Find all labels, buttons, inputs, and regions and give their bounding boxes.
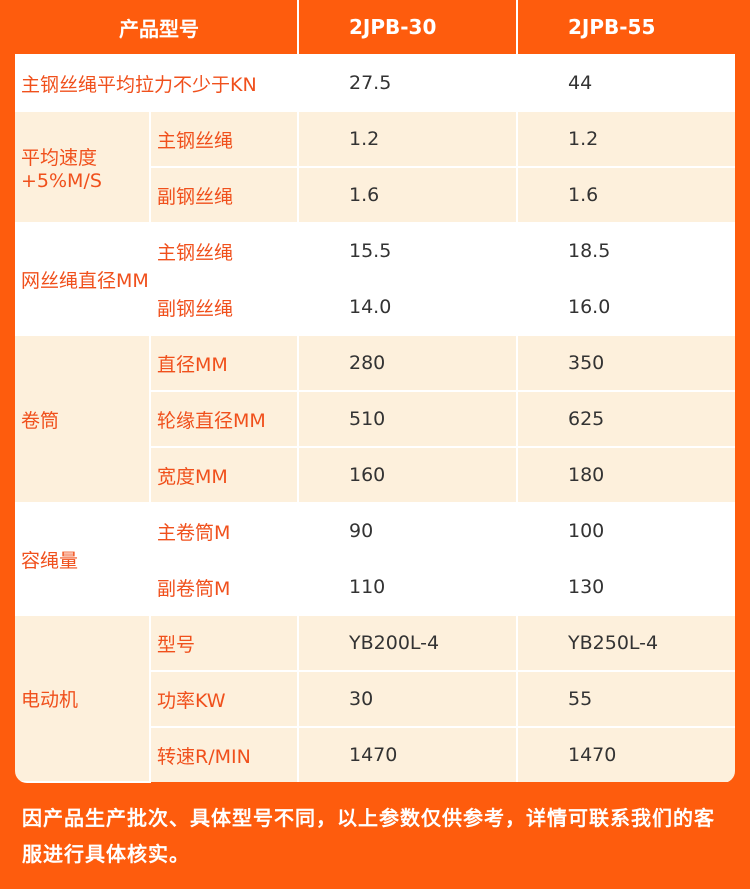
value-cell: 1.2 bbox=[297, 110, 518, 168]
row: 轮缘直径MM 510 625 bbox=[15, 390, 735, 448]
item-label: 副钢丝绳 bbox=[150, 166, 299, 224]
row: 网丝绳直径MM 主钢丝绳 15.5 18.5 bbox=[15, 222, 735, 336]
row-label: 主钢丝绳平均拉力不少于KN bbox=[15, 54, 299, 112]
value-cell: 100 bbox=[516, 502, 735, 560]
value-cell: 160 bbox=[297, 446, 518, 504]
header-row: 产品型号 2JPB-30 2JPB-55 bbox=[15, 0, 735, 56]
group-label: 网丝绳直径MM bbox=[15, 222, 151, 336]
group-label: 平均速度+5%M/S bbox=[15, 110, 151, 224]
value-cell: 30 bbox=[297, 670, 518, 728]
value-cell: 90 bbox=[297, 502, 518, 560]
value-cell: 1470 bbox=[516, 726, 735, 782]
item-label: 型号 bbox=[149, 614, 299, 672]
spec-table: 产品型号 2JPB-30 2JPB-55 主钢丝绳平均拉力不少于KN 27.5 44… bbox=[15, 0, 735, 783]
item-label: 副钢丝绳 bbox=[150, 278, 299, 336]
group-label: 容绳量 bbox=[15, 502, 151, 616]
value-cell: 350 bbox=[516, 334, 735, 392]
row: 转速R/MIN 1470 1470 bbox=[15, 726, 735, 782]
value-cell: 55 bbox=[516, 670, 735, 728]
row: 副钢丝绳 14.0 16.0 bbox=[15, 278, 735, 336]
group-label: 电动机 bbox=[15, 614, 151, 783]
value-cell: YB250L-4 bbox=[516, 614, 735, 672]
row: 平均速度+5%M/S 主钢丝绳 1.2 1.2 bbox=[15, 110, 735, 224]
value-cell: 44 bbox=[516, 54, 735, 112]
header-cell: 产品型号 bbox=[15, 0, 299, 56]
value-cell: 16.0 bbox=[516, 278, 735, 336]
row: 电动机 型号 YB200L-4 YB250L-4 bbox=[15, 614, 735, 783]
row: 副卷筒M 110 130 bbox=[15, 558, 735, 616]
row: 副钢丝绳 1.6 1.6 bbox=[15, 166, 735, 224]
item-label: 转速R/MIN bbox=[150, 726, 299, 782]
value-cell: 27.5 bbox=[297, 54, 518, 112]
value-cell: 280 bbox=[297, 334, 518, 392]
value-cell: 14.0 bbox=[297, 278, 518, 336]
value-cell: 15.5 bbox=[297, 222, 518, 280]
header-cell: 2JPB-30 bbox=[297, 0, 518, 56]
value-cell: 1.6 bbox=[516, 166, 735, 224]
row: 卷筒 直径MM 280 350 bbox=[15, 334, 735, 504]
row: 容绳量 主卷筒M 90 100 bbox=[15, 502, 735, 616]
value-cell: 625 bbox=[516, 390, 735, 448]
value-cell: 18.5 bbox=[516, 222, 735, 280]
footnote: 因产品生产批次、具体型号不同，以上参数仅供参考，详情可联系我们的客服进行具体核实… bbox=[22, 806, 715, 866]
value-cell: 510 bbox=[297, 390, 518, 448]
value-cell: 1.6 bbox=[297, 166, 518, 224]
item-label: 主钢丝绳 bbox=[149, 110, 299, 168]
item-label: 直径MM bbox=[149, 334, 299, 392]
item-label: 功率KW bbox=[150, 670, 299, 728]
value-cell: 1470 bbox=[297, 726, 518, 782]
item-label: 宽度MM bbox=[150, 446, 299, 504]
value-cell: 130 bbox=[516, 558, 735, 616]
row: 功率KW 30 55 bbox=[15, 670, 735, 728]
value-cell: 1.2 bbox=[516, 110, 735, 168]
item-label: 主钢丝绳 bbox=[149, 222, 299, 280]
header-cell: 2JPB-55 bbox=[516, 0, 735, 56]
spec-table-container: 产品型号 2JPB-30 2JPB-55 主钢丝绳平均拉力不少于KN 27.5 44… bbox=[15, 0, 735, 783]
row: 宽度MM 160 180 bbox=[15, 446, 735, 504]
group-label: 卷筒 bbox=[15, 334, 151, 504]
value-cell: 180 bbox=[516, 446, 735, 504]
row: 主钢丝绳平均拉力不少于KN 27.5 44 bbox=[15, 54, 735, 112]
item-label: 主卷筒M bbox=[149, 502, 299, 560]
value-cell: YB200L-4 bbox=[297, 614, 518, 672]
item-label: 轮缘直径MM bbox=[150, 390, 299, 448]
value-cell: 110 bbox=[297, 558, 518, 616]
item-label: 副卷筒M bbox=[150, 558, 299, 616]
